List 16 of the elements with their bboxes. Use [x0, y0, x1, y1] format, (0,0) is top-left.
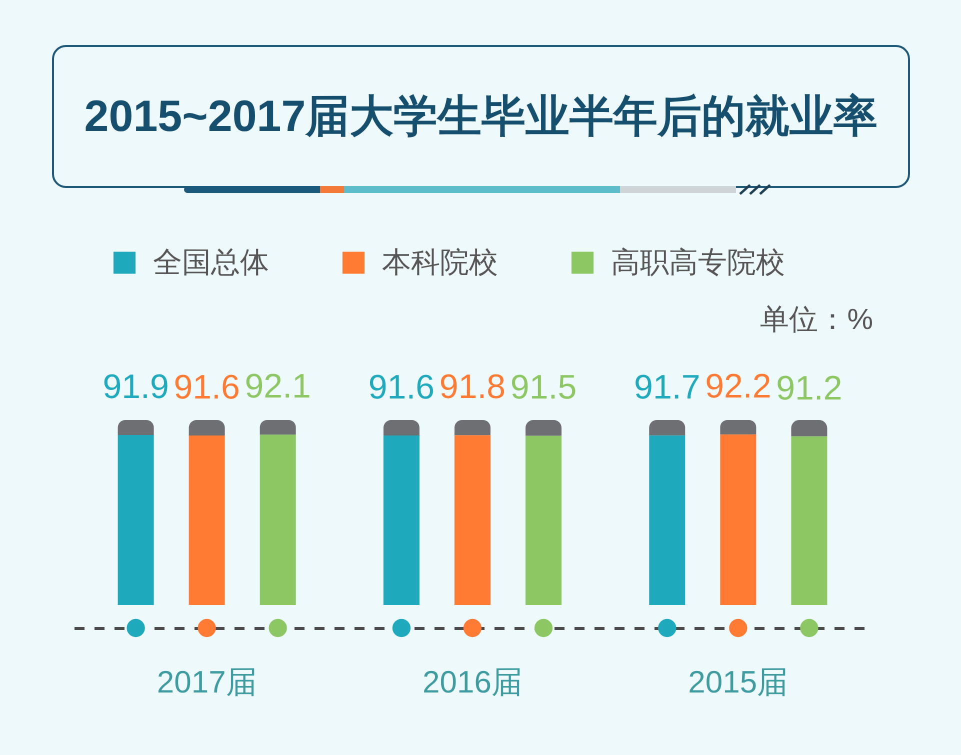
- data-label: 92.2: [705, 367, 772, 406]
- data-label: 91.9: [102, 368, 169, 406]
- x-tick-label: 2016届: [422, 664, 522, 700]
- legend-label: 本科院校: [382, 246, 498, 279]
- data-label: 91.6: [368, 368, 435, 407]
- data-label: 91.2: [776, 369, 842, 408]
- data-label: 92.1: [244, 368, 311, 406]
- data-label: 91.7: [634, 368, 700, 406]
- text: 单位：%: [760, 303, 873, 338]
- data-label: 91.5: [510, 368, 577, 407]
- data-label: 91.8: [439, 368, 506, 406]
- x-tick-label: 2015届: [688, 664, 788, 700]
- x-tick-label: 2017届: [156, 664, 257, 700]
- legend-label: 全国总体: [153, 246, 269, 279]
- data-label: 91.6: [174, 368, 240, 407]
- legend-label: 高职高专院校: [611, 246, 785, 279]
